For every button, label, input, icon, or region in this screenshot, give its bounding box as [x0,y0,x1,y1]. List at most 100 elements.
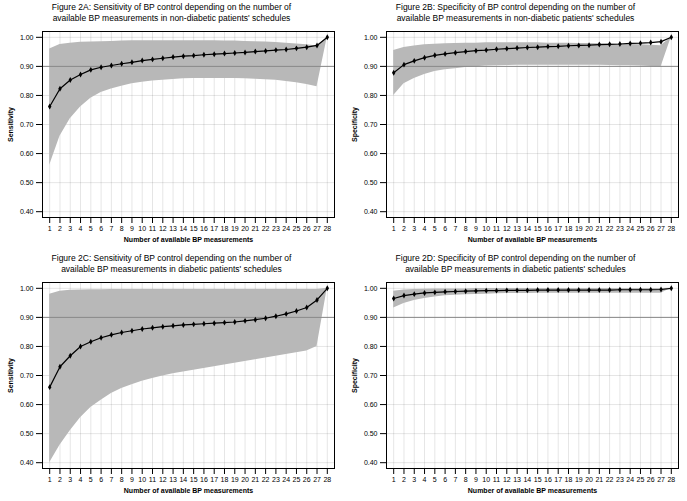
svg-text:27: 27 [657,225,665,232]
svg-text:10: 10 [138,225,146,232]
svg-text:21: 21 [251,225,259,232]
svg-text:23: 23 [615,476,623,483]
svg-text:10: 10 [482,476,490,483]
svg-text:0.80: 0.80 [363,92,377,99]
svg-text:0.90: 0.90 [363,314,377,321]
svg-text:13: 13 [169,476,177,483]
svg-text:0.40: 0.40 [19,208,33,215]
svg-text:26: 26 [302,225,310,232]
svg-text:4: 4 [78,476,82,483]
svg-text:1.00: 1.00 [363,34,377,41]
svg-text:17: 17 [210,476,218,483]
svg-text:18: 18 [220,225,228,232]
svg-text:16: 16 [544,225,552,232]
svg-text:0.80: 0.80 [19,343,33,350]
svg-text:0.90: 0.90 [19,63,33,70]
svg-text:26: 26 [646,225,654,232]
svg-text:10: 10 [482,225,490,232]
svg-text:2: 2 [402,476,406,483]
svg-text:0.90: 0.90 [363,63,377,70]
svg-text:24: 24 [282,225,290,232]
svg-text:8: 8 [463,476,467,483]
svg-text:12: 12 [502,476,510,483]
svg-text:3: 3 [68,476,72,483]
svg-text:3: 3 [412,476,416,483]
svg-text:0.40: 0.40 [363,208,377,215]
svg-text:14: 14 [523,476,531,483]
svg-text:24: 24 [626,225,634,232]
svg-text:0.40: 0.40 [363,459,377,466]
svg-text:6: 6 [443,476,447,483]
svg-text:17: 17 [554,476,562,483]
svg-text:14: 14 [523,225,531,232]
svg-text:2: 2 [58,225,62,232]
svg-text:Number of available BP measure: Number of available BP measurements [467,487,597,494]
svg-text:Sensitivity: Sensitivity [7,107,15,142]
svg-text:0.60: 0.60 [363,401,377,408]
svg-text:19: 19 [574,225,582,232]
svg-text:0.90: 0.90 [19,314,33,321]
svg-text:Sensitivity: Sensitivity [7,358,15,393]
svg-text:28: 28 [323,225,331,232]
svg-text:23: 23 [271,225,279,232]
svg-text:14: 14 [179,476,187,483]
svg-text:Specificity: Specificity [351,107,359,142]
svg-text:23: 23 [615,225,623,232]
svg-text:7: 7 [109,476,113,483]
svg-text:11: 11 [492,476,499,483]
svg-text:0.70: 0.70 [19,121,33,128]
svg-text:22: 22 [605,225,613,232]
svg-text:13: 13 [169,225,177,232]
svg-text:5: 5 [88,225,92,232]
svg-text:10: 10 [138,476,146,483]
svg-text:20: 20 [585,476,593,483]
svg-text:0.70: 0.70 [363,121,377,128]
svg-text:1: 1 [47,476,51,483]
svg-text:0.80: 0.80 [19,92,33,99]
svg-text:17: 17 [210,225,218,232]
svg-text:0.60: 0.60 [363,150,377,157]
svg-text:26: 26 [302,476,310,483]
svg-text:0.50: 0.50 [363,430,377,437]
svg-text:0.50: 0.50 [363,179,377,186]
svg-text:6: 6 [99,476,103,483]
svg-text:25: 25 [292,225,300,232]
svg-text:12: 12 [158,476,166,483]
svg-text:1: 1 [47,225,51,232]
svg-text:16: 16 [200,476,208,483]
svg-text:12: 12 [502,225,510,232]
svg-text:11: 11 [492,225,499,232]
svg-text:1.00: 1.00 [19,285,33,292]
svg-text:26: 26 [646,476,654,483]
svg-text:15: 15 [189,225,197,232]
svg-text:16: 16 [200,225,208,232]
svg-text:3: 3 [68,225,72,232]
svg-text:0.80: 0.80 [363,343,377,350]
svg-text:9: 9 [129,225,133,232]
svg-text:20: 20 [241,476,249,483]
svg-text:11: 11 [148,476,155,483]
svg-text:5: 5 [432,476,436,483]
svg-text:2: 2 [58,476,62,483]
svg-text:22: 22 [261,225,269,232]
svg-text:8: 8 [119,476,123,483]
svg-text:25: 25 [636,225,644,232]
svg-text:3: 3 [412,225,416,232]
svg-text:0.70: 0.70 [363,372,377,379]
svg-text:21: 21 [251,476,259,483]
svg-text:24: 24 [282,476,290,483]
svg-text:27: 27 [313,225,321,232]
svg-text:7: 7 [109,225,113,232]
svg-text:6: 6 [99,225,103,232]
svg-text:19: 19 [574,476,582,483]
svg-text:7: 7 [453,225,457,232]
svg-text:5: 5 [88,476,92,483]
svg-text:19: 19 [230,225,238,232]
svg-text:27: 27 [657,476,665,483]
svg-text:0.50: 0.50 [19,179,33,186]
svg-text:25: 25 [636,476,644,483]
svg-text:21: 21 [595,476,603,483]
svg-text:12: 12 [158,225,166,232]
svg-text:8: 8 [463,225,467,232]
svg-text:28: 28 [323,476,331,483]
